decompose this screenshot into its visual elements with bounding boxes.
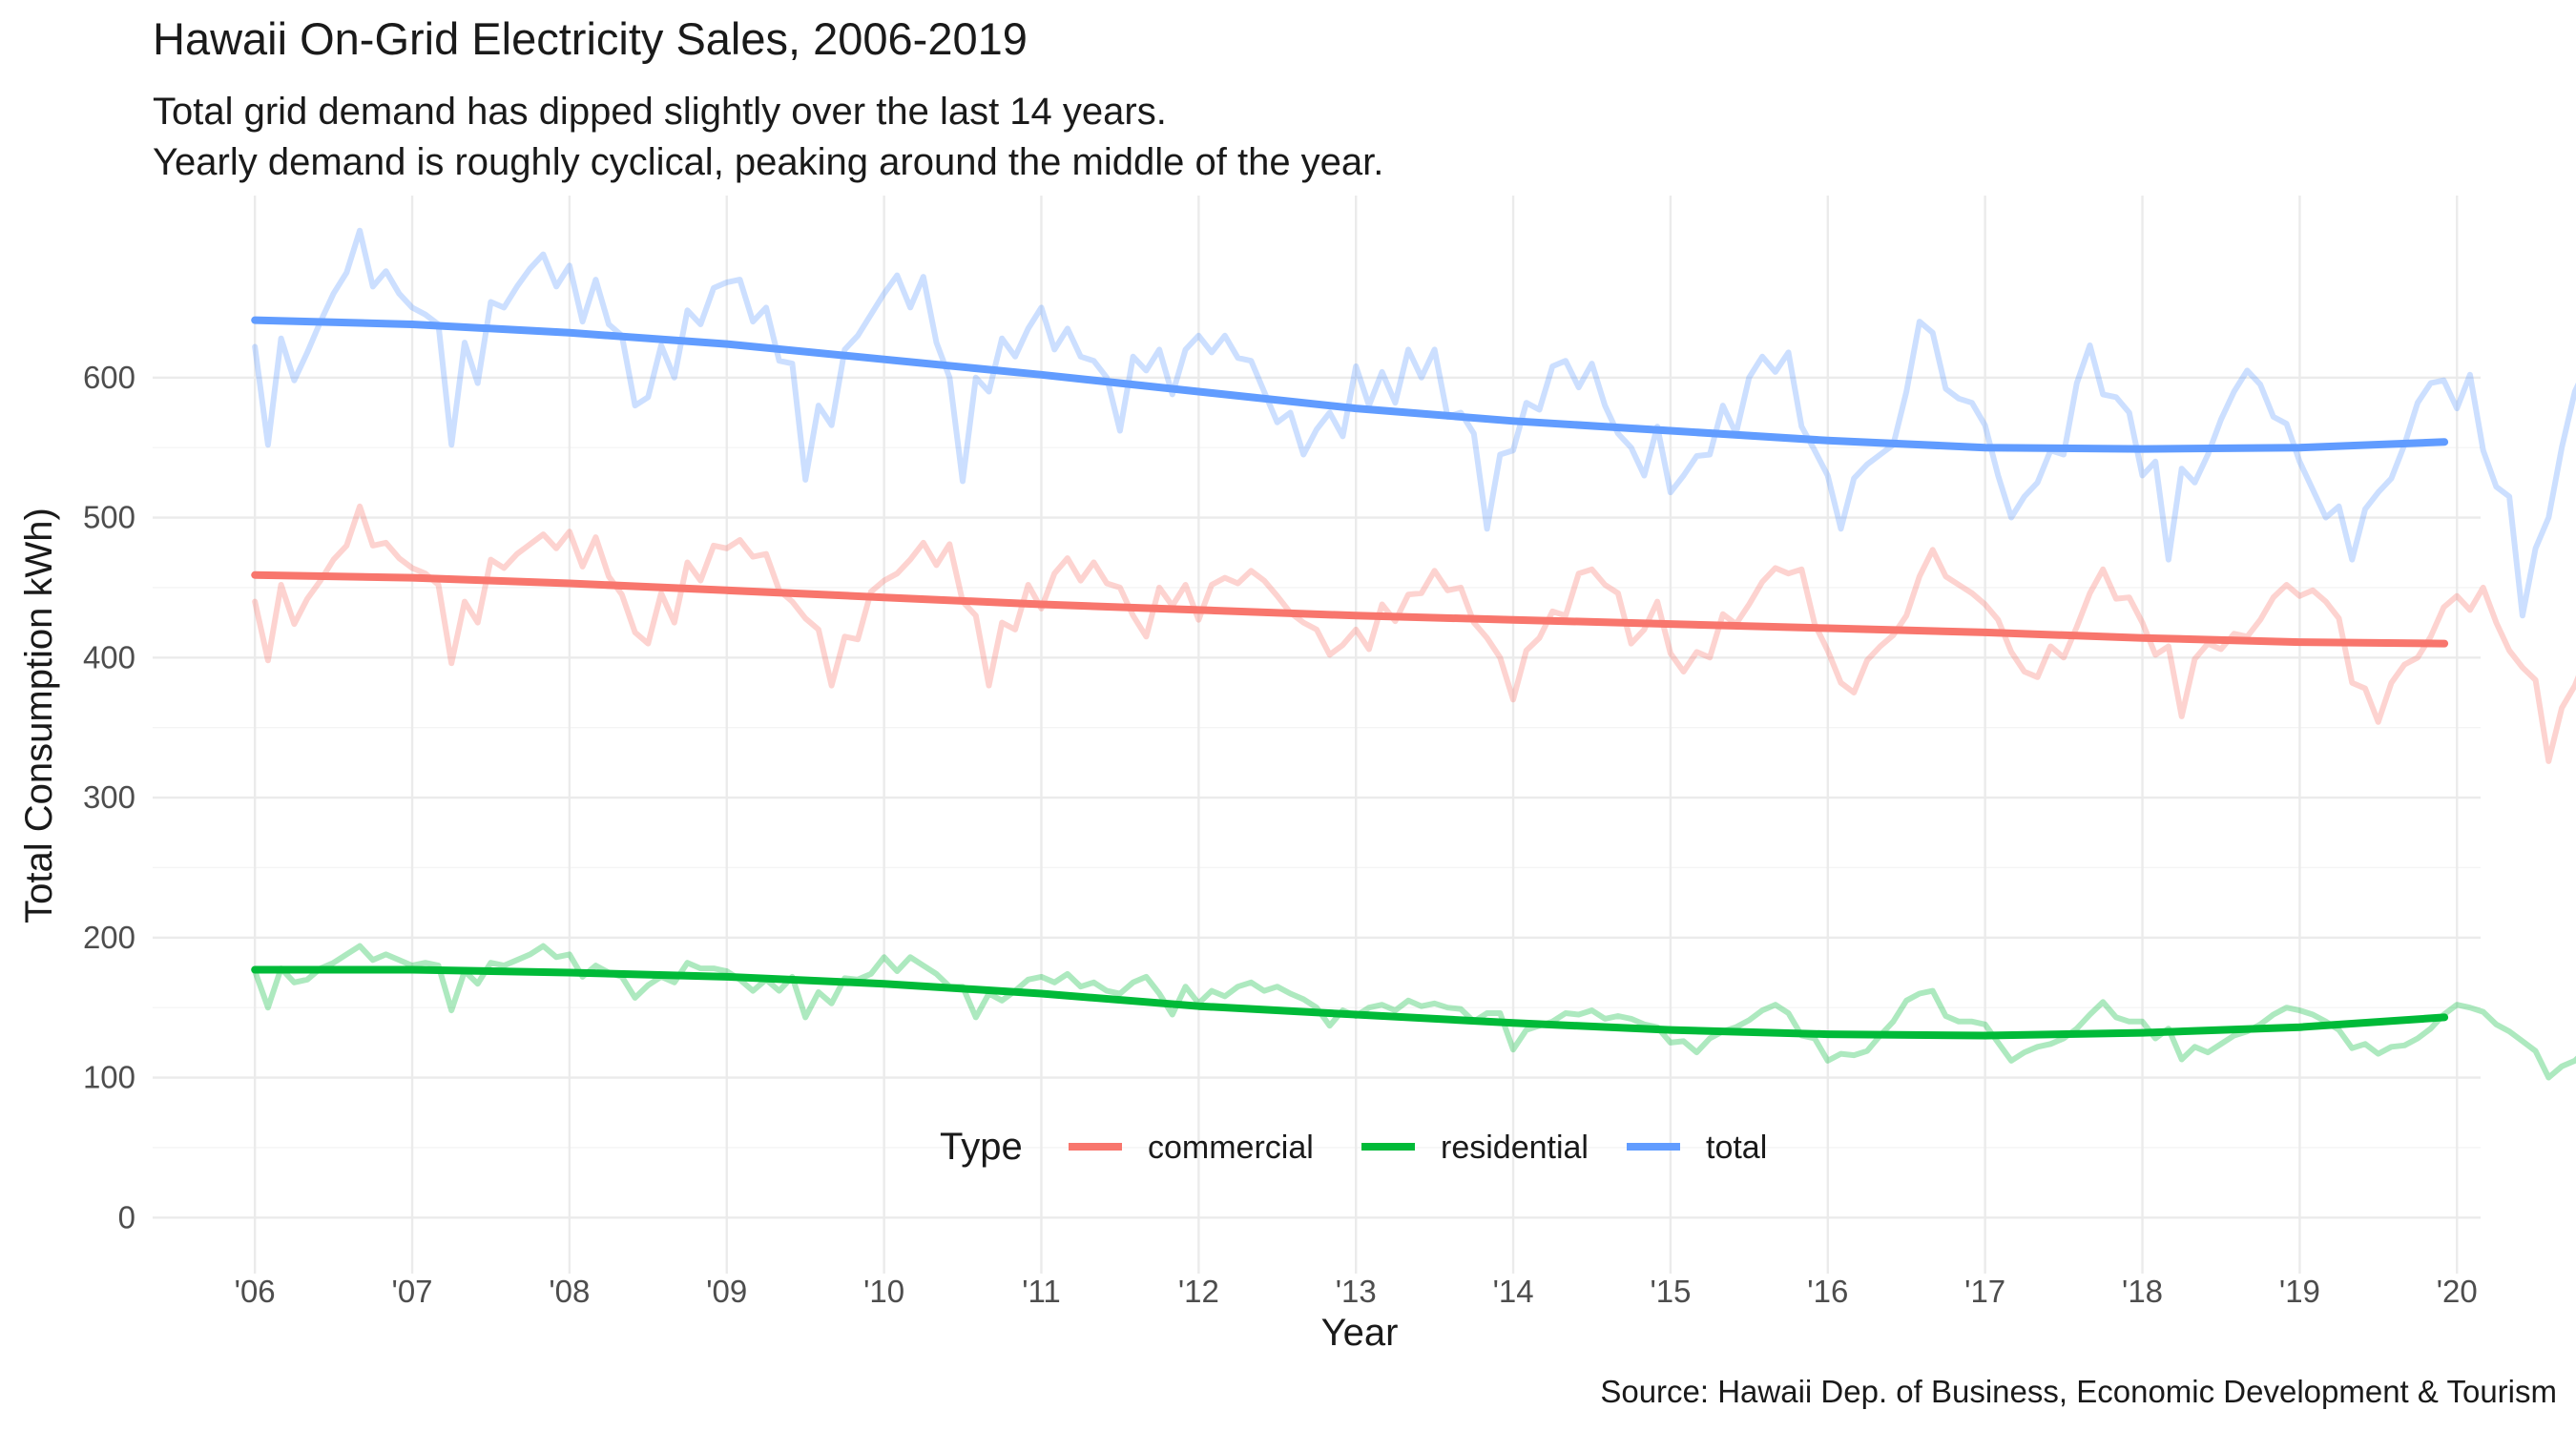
x-tick-label: '15 bbox=[1650, 1274, 1691, 1309]
legend-entry-residential: residential bbox=[1361, 1130, 1589, 1166]
chart-title: Hawaii On-Grid Electricity Sales, 2006-2… bbox=[153, 13, 1028, 64]
x-tick-label: '06 bbox=[235, 1274, 276, 1309]
x-tick-label: '07 bbox=[392, 1274, 433, 1309]
chart-subtitle-line-2: Yearly demand is roughly cyclical, peaki… bbox=[153, 141, 1383, 183]
grid bbox=[153, 196, 2481, 1274]
y-tick-label: 0 bbox=[118, 1199, 135, 1234]
series-line-residential-trend bbox=[251, 965, 2449, 1040]
x-tick-label: '09 bbox=[706, 1274, 747, 1309]
legend-label-commercial: commercial bbox=[1148, 1130, 1314, 1166]
raw-series-lines bbox=[252, 227, 2576, 1081]
series-line-commercial bbox=[252, 503, 2576, 764]
x-tick-label: '10 bbox=[863, 1274, 904, 1309]
series-line-residential bbox=[252, 943, 2576, 1081]
y-axis-title: Total Consumption kWh) bbox=[18, 508, 60, 923]
legend-label-residential: residential bbox=[1441, 1130, 1589, 1166]
legend: Type commercial residential total bbox=[940, 1126, 1767, 1168]
x-tick-label: '08 bbox=[549, 1274, 590, 1309]
y-tick-label: 500 bbox=[83, 500, 135, 535]
x-tick-label: '17 bbox=[1964, 1274, 2005, 1309]
x-tick-label: '20 bbox=[2437, 1274, 2478, 1309]
x-tick-label: '14 bbox=[1493, 1274, 1534, 1309]
x-tick-label: '16 bbox=[1807, 1274, 1848, 1309]
y-tick-label: 400 bbox=[83, 639, 135, 674]
y-tick-label: 300 bbox=[83, 779, 135, 815]
legend-label-total: total bbox=[1706, 1130, 1767, 1166]
chart-subtitle-line-1: Total grid demand has dipped slightly ov… bbox=[153, 91, 1167, 133]
x-tick-label: '19 bbox=[2279, 1274, 2320, 1309]
y-tick-label: 200 bbox=[83, 920, 135, 955]
series-line-commercial-trend bbox=[251, 570, 2449, 648]
y-axis-ticks: 0 100 200 300 400 500 600 bbox=[83, 360, 135, 1235]
legend-entries: commercial residential total bbox=[1069, 1130, 1767, 1166]
chart-caption: Source: Hawaii Dep. of Business, Economi… bbox=[1600, 1374, 2557, 1409]
y-tick-label: 100 bbox=[83, 1060, 135, 1095]
series-line-total-trend bbox=[251, 316, 2449, 453]
legend-entry-total: total bbox=[1627, 1130, 1767, 1166]
trend-lines bbox=[251, 316, 2449, 1040]
legend-title: Type bbox=[940, 1126, 1023, 1168]
x-tick-label: '13 bbox=[1336, 1274, 1377, 1309]
legend-entry-commercial: commercial bbox=[1069, 1130, 1314, 1166]
x-tick-label: '11 bbox=[1022, 1274, 1061, 1309]
x-tick-label: '18 bbox=[2122, 1274, 2163, 1309]
x-axis-title: Year bbox=[1321, 1312, 1399, 1354]
y-tick-label: 600 bbox=[83, 360, 135, 395]
x-axis-ticks: '06 '07 '08 '09 '10 '11 '12 '13 '14 '15 '16 '17 '18 '… bbox=[235, 1274, 2478, 1309]
x-tick-label: '12 bbox=[1178, 1274, 1219, 1309]
